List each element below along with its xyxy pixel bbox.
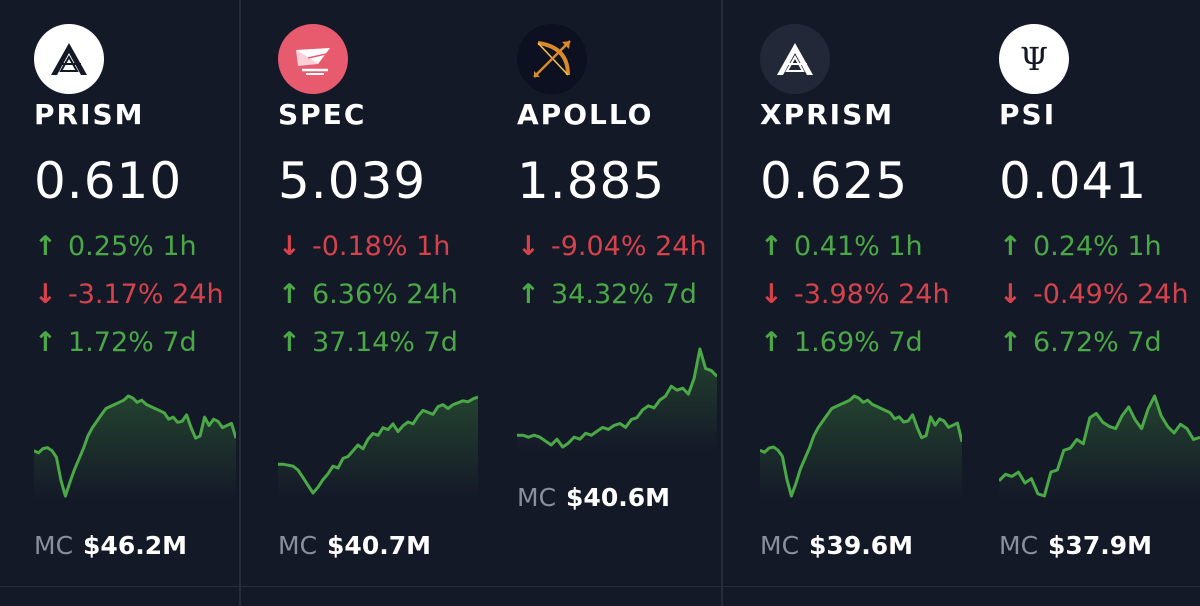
change-text: -3.98% 24h <box>794 279 950 310</box>
change-1h: ↑ 0.41% 1h <box>760 231 923 262</box>
apollo-bow-icon <box>517 24 587 94</box>
token-card-apollo[interactable]: APOLLO 1.885 ↓ -9.04% 24h ↑ 34.32% 7d MC $4… <box>517 0 721 606</box>
market-cap: MC $40.6M <box>517 483 670 512</box>
change-text: 6.72% 7d <box>1033 327 1162 358</box>
market-cap-value: $37.9M <box>1048 531 1152 560</box>
sparkline-area <box>999 396 1200 500</box>
prism-logo-icon <box>34 24 104 94</box>
sparkline-area <box>34 396 236 500</box>
sparkline-chart <box>760 394 962 500</box>
change-24h: ↓ -9.04% 24h <box>517 231 707 262</box>
sparkline-area <box>278 397 478 497</box>
token-symbol: APOLLO <box>517 98 654 131</box>
change-text: 1.69% 7d <box>794 327 923 358</box>
arrow-icon: ↓ <box>34 279 57 310</box>
token-price: 0.625 <box>760 152 909 210</box>
market-cap: MC $37.9M <box>999 531 1152 560</box>
token-card-psi[interactable]: Ψ PSI 0.041 ↑ 0.24% 1h ↓ -0.49% 24h ↑ 6.72%… <box>999 0 1200 606</box>
sparkline-chart <box>34 394 236 500</box>
token-symbol: XPRISM <box>760 98 895 131</box>
sparkline-line <box>34 394 236 498</box>
change-text: 0.25% 1h <box>68 231 197 262</box>
change-1h: ↑ 0.24% 1h <box>999 231 1162 262</box>
sparkline-chart <box>278 395 478 497</box>
arrow-icon: ↑ <box>34 231 57 262</box>
token-symbol: SPEC <box>278 98 367 131</box>
change-24h: ↓ -3.17% 24h <box>34 279 224 310</box>
market-cap-label: MC <box>34 531 74 560</box>
arrow-icon: ↑ <box>999 231 1022 262</box>
market-cap-value: $39.6M <box>809 531 913 560</box>
token-price: 0.041 <box>999 152 1148 210</box>
market-cap-value: $40.7M <box>327 531 431 560</box>
change-24h: ↑ 6.36% 24h <box>278 279 458 310</box>
change-text: -0.18% 1h <box>312 231 451 262</box>
token-card-spec[interactable]: SPEC 5.039 ↓ -0.18% 1h ↑ 6.36% 24h ↑ 37.14%… <box>278 0 483 606</box>
arrow-icon: ↓ <box>278 231 301 262</box>
column-divider <box>239 0 241 606</box>
token-symbol: PSI <box>999 98 1057 131</box>
change-text: 0.24% 1h <box>1033 231 1162 262</box>
token-card-prism[interactable]: PRISM 0.610 ↑ 0.25% 1h ↓ -3.17% 24h ↑ 1.72%… <box>34 0 239 606</box>
token-symbol: PRISM <box>34 98 145 131</box>
xprism-logo-icon <box>760 24 830 94</box>
sparkline-chart <box>999 394 1200 500</box>
arrow-icon: ↑ <box>278 327 301 358</box>
change-text: 0.41% 1h <box>794 231 923 262</box>
change-text: -9.04% 24h <box>551 231 707 262</box>
change-7d: ↑ 1.69% 7d <box>760 327 923 358</box>
change-text: 34.32% 7d <box>551 279 697 310</box>
arrow-icon: ↓ <box>760 279 783 310</box>
change-24h: ↓ -0.49% 24h <box>999 279 1189 310</box>
market-cap-value: $46.2M <box>83 531 187 560</box>
arrow-icon: ↓ <box>517 231 540 262</box>
change-text: 1.72% 7d <box>68 327 197 358</box>
psi-logo-icon: Ψ <box>999 24 1069 94</box>
sparkline-line <box>999 394 1200 498</box>
arrow-icon: ↓ <box>999 279 1022 310</box>
change-7d: ↑ 1.72% 7d <box>34 327 197 358</box>
sparkline-line <box>517 347 717 449</box>
arrow-icon: ↑ <box>517 279 540 310</box>
market-cap-value: $40.6M <box>566 483 670 512</box>
change-24h: ↓ -3.98% 24h <box>760 279 950 310</box>
market-cap: MC $46.2M <box>34 531 187 560</box>
token-price: 5.039 <box>278 152 427 210</box>
sparkline-area <box>760 396 962 500</box>
arrow-icon: ↑ <box>999 327 1022 358</box>
arrow-icon: ↑ <box>760 231 783 262</box>
token-card-xprism[interactable]: XPRISM 0.625 ↑ 0.41% 1h ↓ -3.98% 24h ↑ 1.69… <box>760 0 965 606</box>
arrow-icon: ↑ <box>34 327 57 358</box>
token-price: 0.610 <box>34 152 183 210</box>
change-7d: ↑ 34.32% 7d <box>517 279 697 310</box>
market-cap: MC $40.7M <box>278 531 431 560</box>
sparkline-line <box>278 395 478 495</box>
market-cap-label: MC <box>760 531 800 560</box>
market-cap-label: MC <box>278 531 318 560</box>
change-text: -0.49% 24h <box>1033 279 1189 310</box>
sparkline-line <box>760 394 962 498</box>
change-text: 6.36% 24h <box>312 279 458 310</box>
market-cap-label: MC <box>999 531 1039 560</box>
column-divider <box>721 0 723 606</box>
change-1h: ↓ -0.18% 1h <box>278 231 450 262</box>
change-text: -3.17% 24h <box>68 279 224 310</box>
market-cap: MC $39.6M <box>760 531 913 560</box>
arrow-icon: ↑ <box>760 327 783 358</box>
change-7d: ↑ 37.14% 7d <box>278 327 458 358</box>
sparkline-area <box>517 349 717 451</box>
arrow-icon: ↑ <box>278 279 301 310</box>
market-cap-label: MC <box>517 483 557 512</box>
svg-text:Ψ: Ψ <box>1020 40 1048 78</box>
spec-logo-icon <box>278 24 348 94</box>
sparkline-chart <box>517 347 717 451</box>
change-7d: ↑ 6.72% 7d <box>999 327 1162 358</box>
change-text: 37.14% 7d <box>312 327 458 358</box>
row-divider <box>0 586 1200 587</box>
change-1h: ↑ 0.25% 1h <box>34 231 197 262</box>
token-price: 1.885 <box>517 152 666 210</box>
